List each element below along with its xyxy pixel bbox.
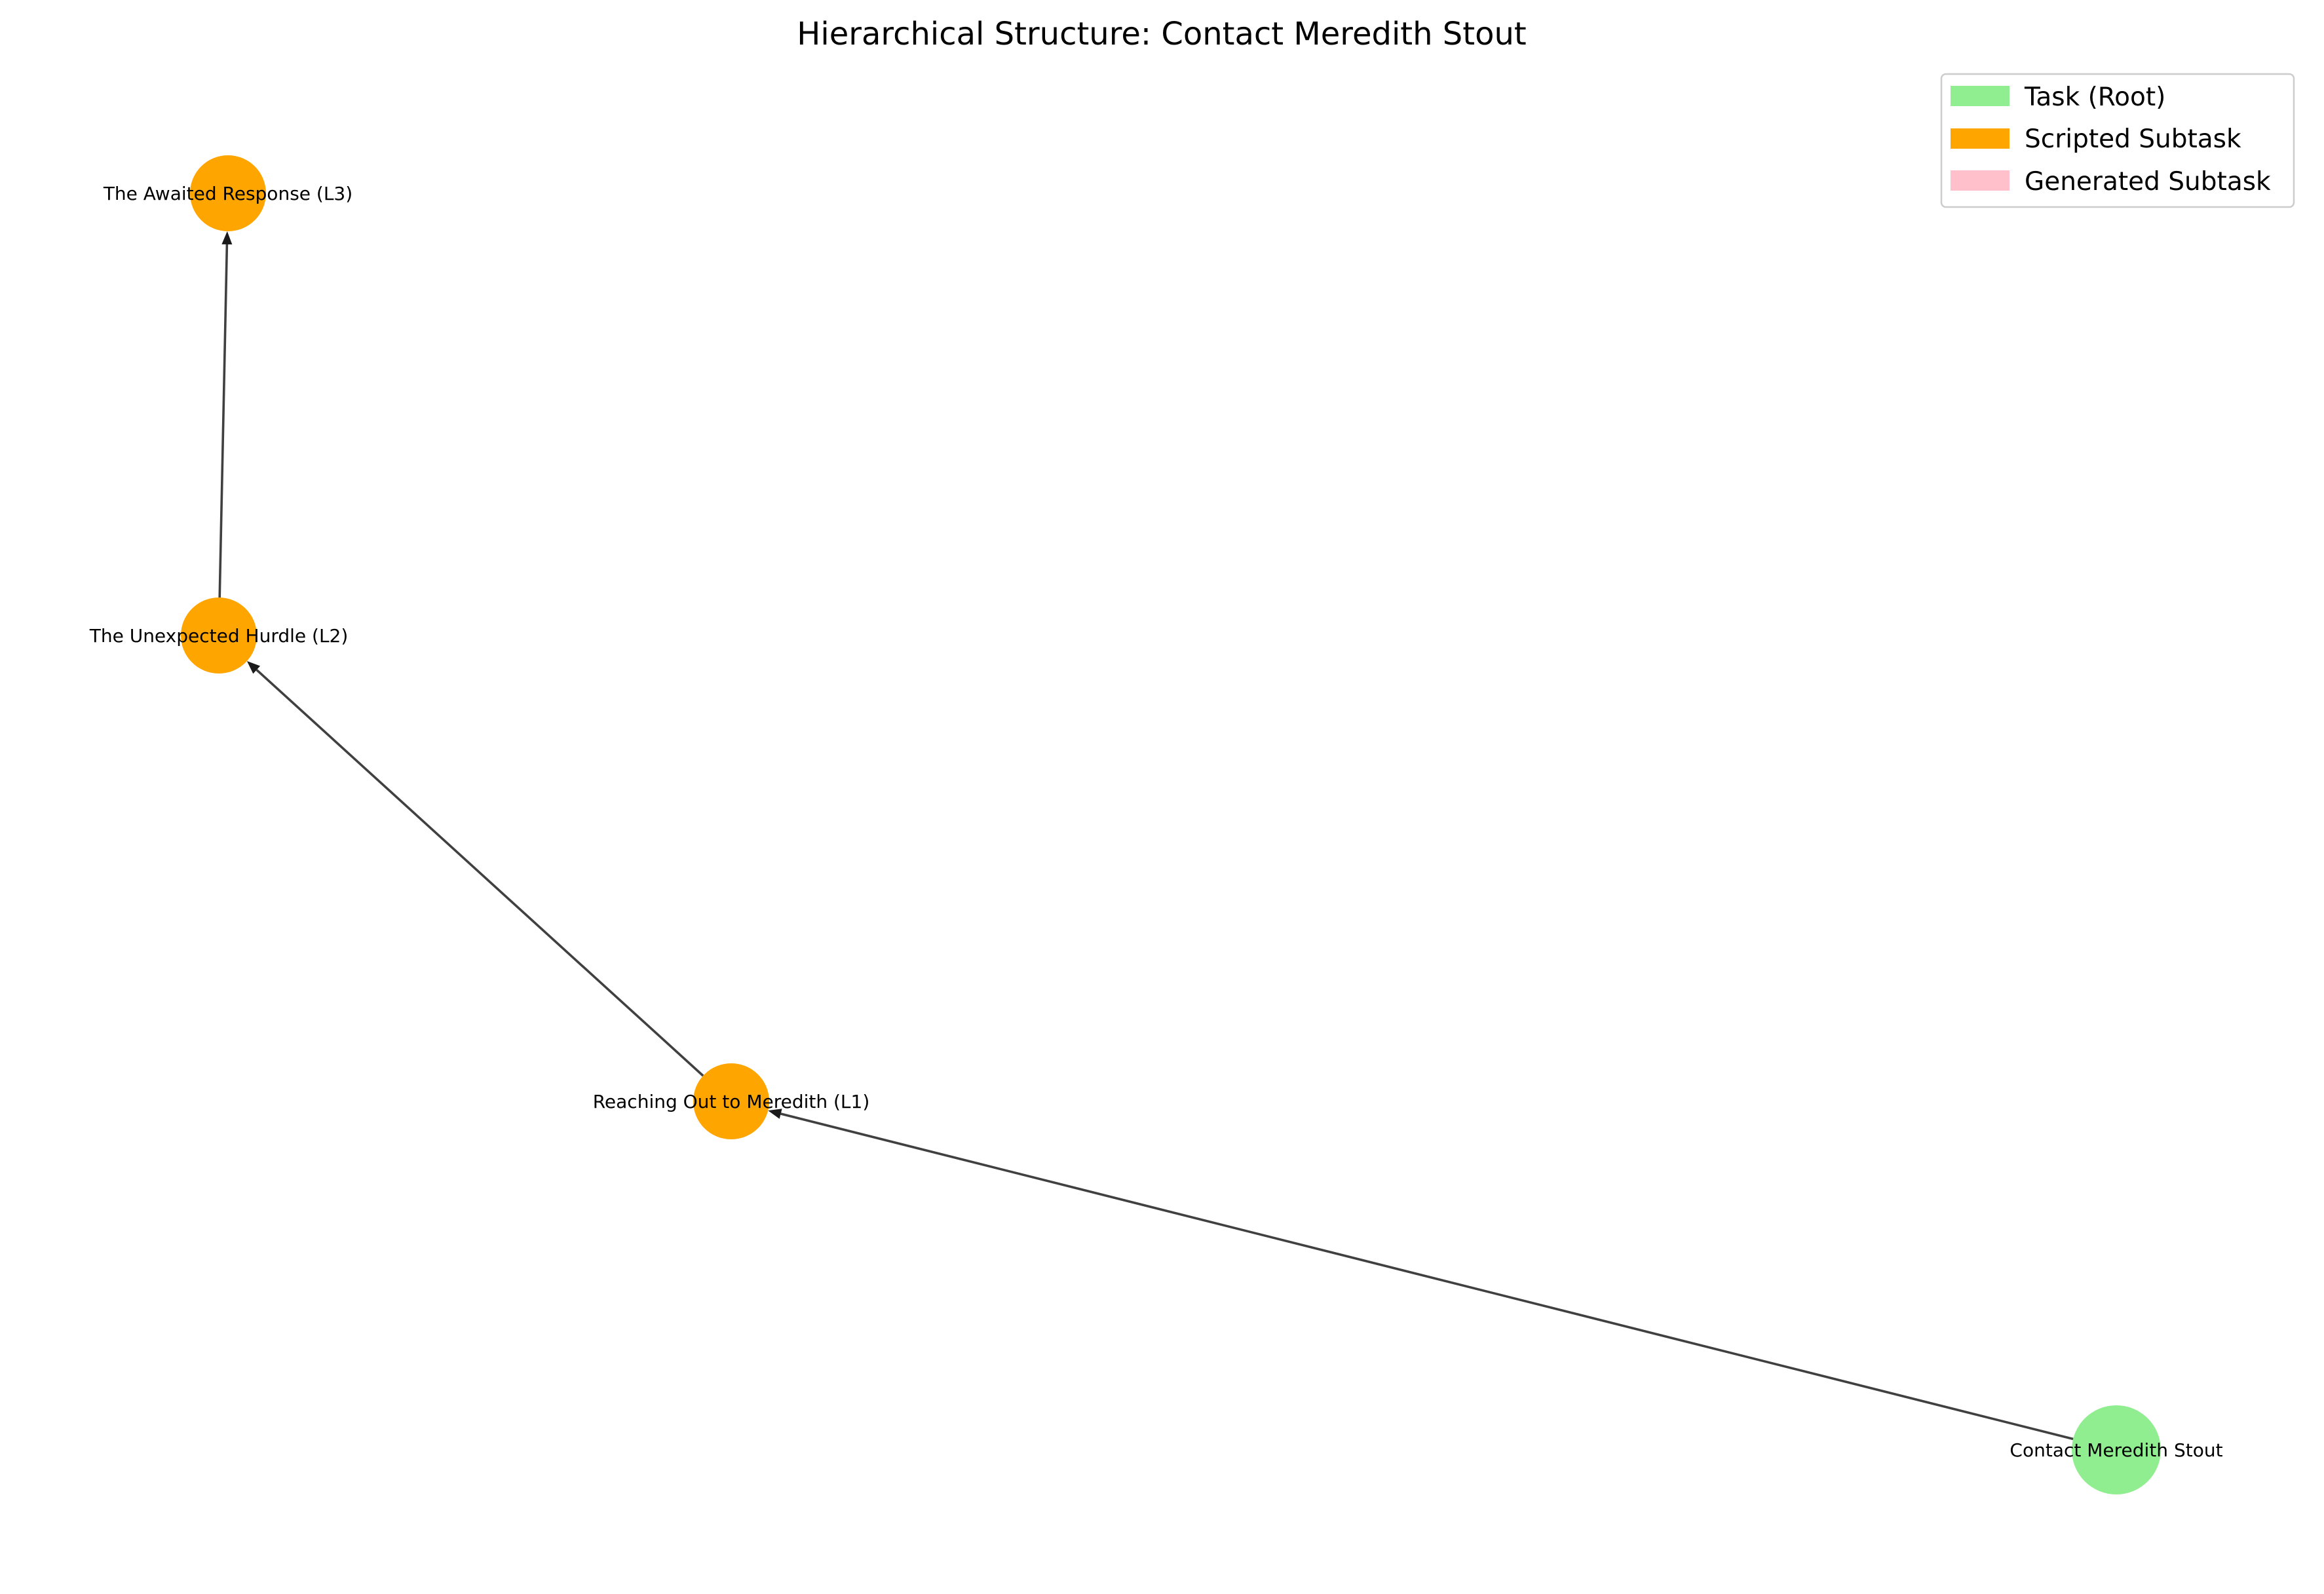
- node-l2: [181, 598, 257, 674]
- node-label-l2: The Unexpected Hurdle (L2): [89, 625, 349, 647]
- legend-label-scripted: Scripted Subtask: [2025, 124, 2241, 154]
- arrowhead-l1: [768, 1109, 782, 1119]
- node-root: [2072, 1405, 2161, 1494]
- edge-l2-to-l3: [218, 244, 229, 598]
- legend-swatch-root: [1951, 86, 2010, 106]
- node-l1: [693, 1063, 769, 1139]
- edges-layer: [218, 231, 2074, 1441]
- diagram-title: Hierarchical Structure: Contact Meredith…: [797, 16, 1526, 52]
- legend-label-generated: Generated Subtask: [2025, 167, 2271, 197]
- node-label-l1: Reaching Out to Meredith (L1): [593, 1091, 870, 1112]
- legend-label-root: Task (Root): [2024, 83, 2165, 112]
- legend: Task (Root) Scripted Subtask Generated S…: [1940, 73, 2295, 208]
- edge-l1-to-l2: [256, 669, 704, 1077]
- legend-swatch-generated: [1951, 170, 2010, 191]
- node-label-l3: The Awaited Response (L3): [103, 183, 352, 204]
- arrowhead-l3: [221, 231, 233, 245]
- edge-root-to-l1: [780, 1112, 2074, 1441]
- legend-frame: [1940, 73, 2295, 208]
- node-label-root: Contact Meredith Stout: [2010, 1439, 2222, 1461]
- nodes-layer: [181, 155, 2161, 1494]
- legend-swatch-scripted: [1951, 128, 2010, 149]
- arrowhead-l2: [246, 661, 261, 674]
- node-l3: [190, 155, 266, 231]
- labels-layer: Contact Meredith Stout Reaching Out to Me…: [89, 183, 2223, 1461]
